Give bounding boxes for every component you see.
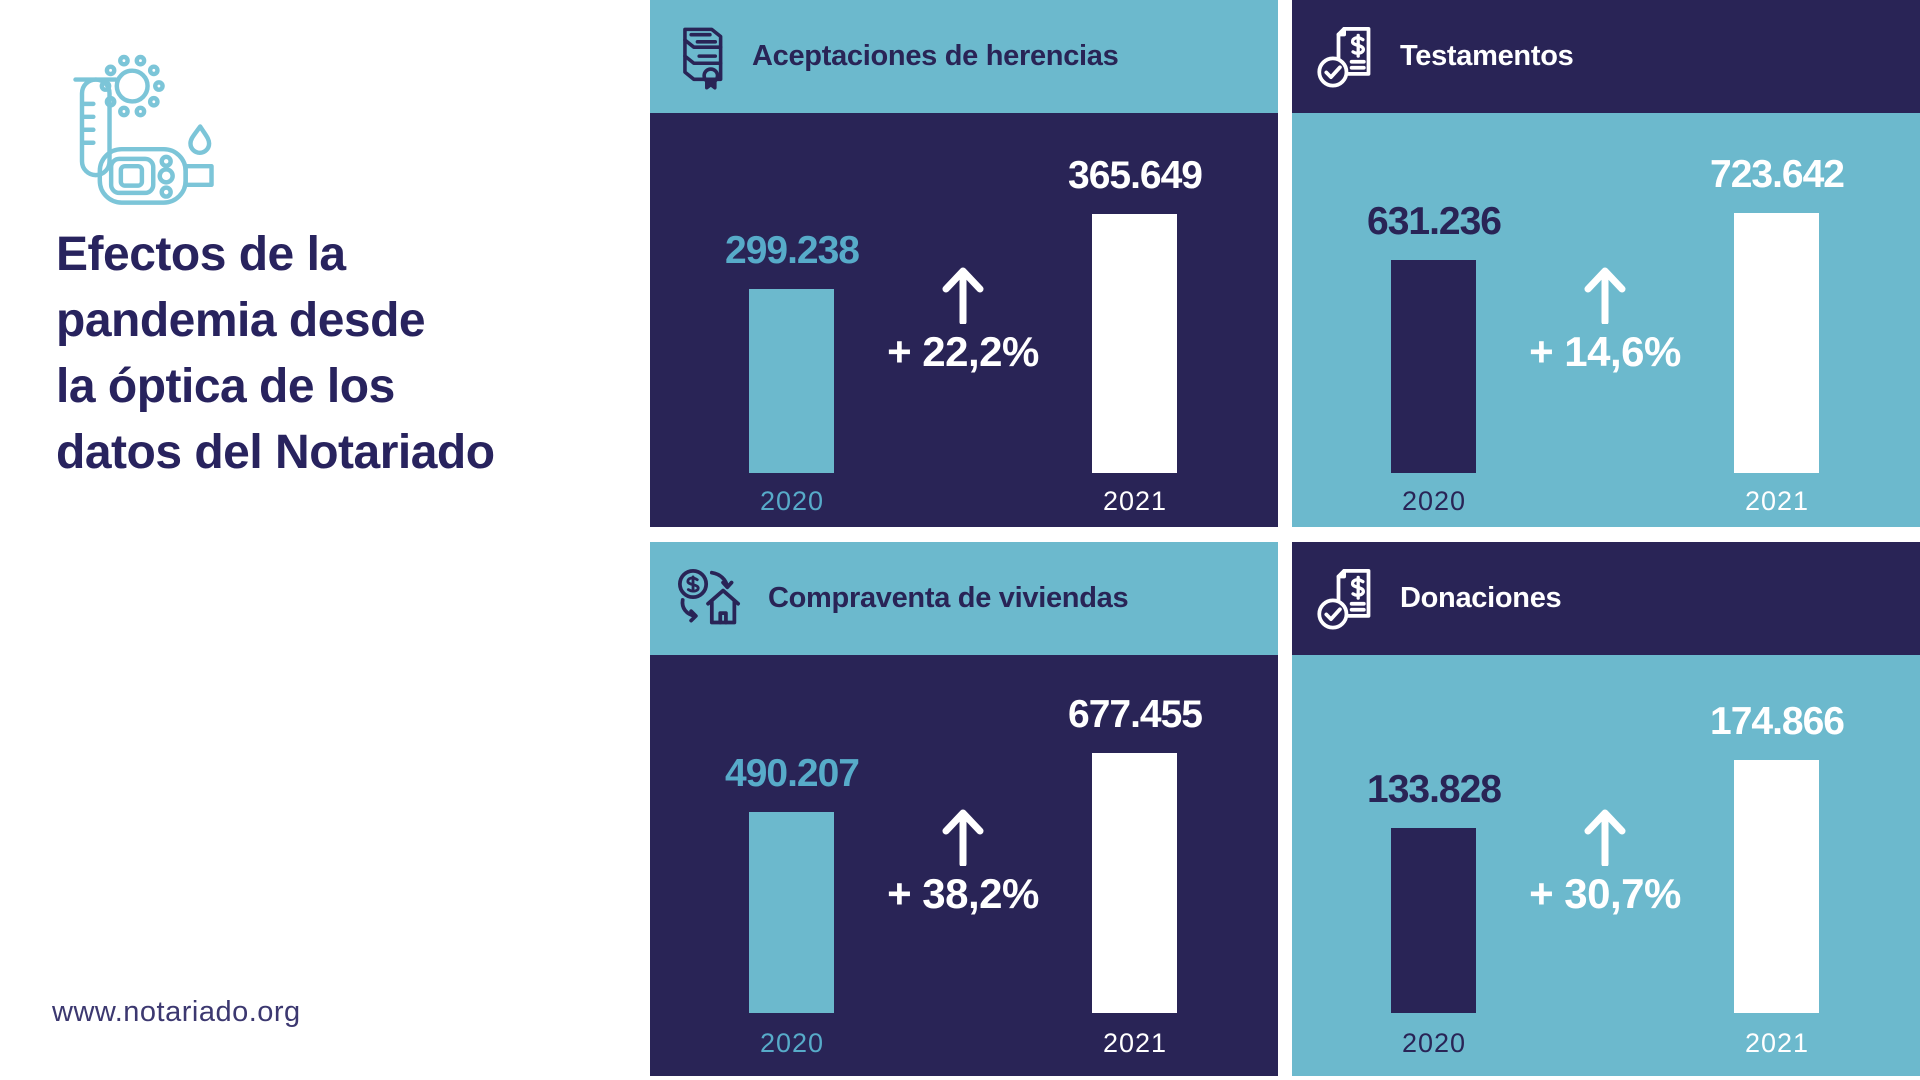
year-label-2020: 2020 bbox=[1401, 486, 1467, 516]
panel-title: Aceptaciones de herencias bbox=[752, 40, 1119, 72]
year-label-2021: 2021 bbox=[1102, 486, 1168, 516]
up-arrow-icon bbox=[1583, 808, 1627, 866]
year-label-2021: 2021 bbox=[1744, 1028, 1810, 1058]
panel-title: Compraventa de viviendas bbox=[768, 582, 1129, 614]
year-label-2020: 2020 bbox=[759, 1028, 825, 1058]
title-line-2: pandemia desde bbox=[56, 294, 426, 347]
bar-2020 bbox=[749, 812, 834, 1013]
value-2020: 631.236 bbox=[1367, 200, 1502, 243]
bar-2021 bbox=[1734, 213, 1819, 473]
change-percentage: + 22,2% bbox=[887, 328, 1039, 375]
value-2020: 490.207 bbox=[725, 752, 860, 795]
title-line-1: Efectos de la bbox=[56, 228, 346, 281]
change-percentage: + 14,6% bbox=[1529, 328, 1681, 375]
year-label-2021: 2021 bbox=[1744, 486, 1810, 516]
value-2021: 174.866 bbox=[1710, 700, 1845, 743]
panel-header: Aceptaciones de herencias bbox=[650, 0, 1278, 113]
bar-2021 bbox=[1734, 760, 1819, 1013]
panel-title: Donaciones bbox=[1400, 582, 1562, 614]
up-arrow-icon bbox=[1583, 266, 1627, 324]
value-2021: 723.642 bbox=[1710, 153, 1845, 196]
value-2021: 365.649 bbox=[1068, 154, 1203, 197]
bar-2020 bbox=[1391, 828, 1476, 1013]
house-money-exchange-icon bbox=[674, 568, 744, 630]
change-percentage: + 38,2% bbox=[887, 870, 1039, 917]
title-line-4: datos del Notariado bbox=[56, 426, 495, 479]
inheritance-documents-icon bbox=[674, 24, 728, 90]
panel-compraventa-viviendas: Compraventa de viviendas 490.207 677.455… bbox=[650, 542, 1278, 1076]
change-percentage: + 30,7% bbox=[1529, 870, 1681, 917]
page-title: Efectos de la pandemia desde la óptica d… bbox=[56, 222, 576, 486]
value-2021: 677.455 bbox=[1068, 693, 1203, 736]
panel-title: Testamentos bbox=[1400, 40, 1574, 72]
bar-2021 bbox=[1092, 753, 1177, 1013]
bar-2020 bbox=[1391, 260, 1476, 473]
value-2020: 299.238 bbox=[725, 229, 860, 272]
year-label-2020: 2020 bbox=[1401, 1028, 1467, 1058]
panel-donaciones: Donaciones 133.828 174.866 + 30,7% 2020 … bbox=[1292, 542, 1920, 1076]
bar-2021 bbox=[1092, 214, 1177, 473]
panel-header: Compraventa de viviendas bbox=[650, 542, 1278, 655]
covid-lab-icon bbox=[48, 52, 218, 214]
panel-header: Testamentos bbox=[1292, 0, 1920, 113]
panel-header: Donaciones bbox=[1292, 542, 1920, 655]
title-line-3: la óptica de los bbox=[56, 360, 395, 413]
bar-2020 bbox=[749, 289, 834, 473]
panel-aceptaciones-herencias: Aceptaciones de herencias 299.238 365.64… bbox=[650, 0, 1278, 527]
year-label-2020: 2020 bbox=[759, 486, 825, 516]
year-label-2021: 2021 bbox=[1102, 1028, 1168, 1058]
website-url: www.notariado.org bbox=[52, 996, 301, 1028]
money-document-check-icon bbox=[1316, 565, 1376, 633]
panel-testamentos: Testamentos 631.236 723.642 + 14,6% 2020… bbox=[1292, 0, 1920, 527]
money-document-check-icon bbox=[1316, 23, 1376, 91]
up-arrow-icon bbox=[941, 266, 985, 324]
up-arrow-icon bbox=[941, 808, 985, 866]
value-2020: 133.828 bbox=[1367, 768, 1502, 811]
